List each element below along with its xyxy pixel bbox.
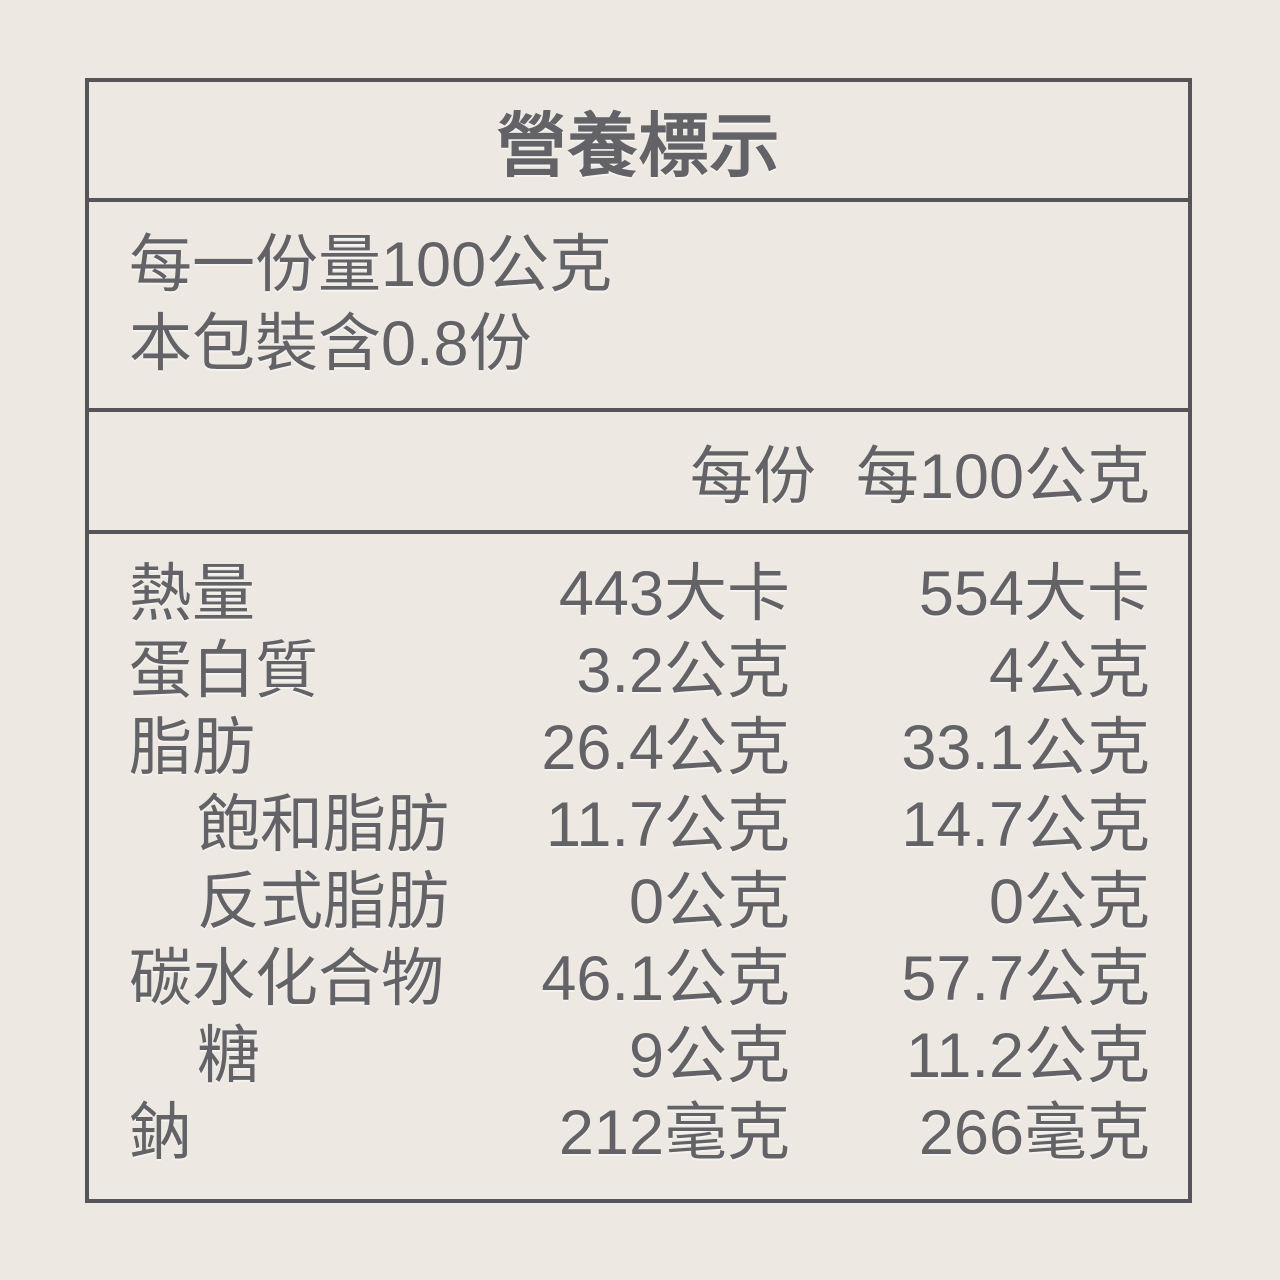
column-header-row: 每份 每100公克 — [89, 408, 1188, 530]
nutrient-value-per-100g: 33.1公克 — [901, 713, 1150, 783]
table-row-protein: 蛋白質 3.2公克 4公克 — [129, 633, 1150, 710]
table-row-trans-fat: 反式脂肪 0公克 0公克 — [129, 864, 1150, 941]
nutrient-value-per-100g: 4公克 — [988, 636, 1150, 706]
nutrient-value-per-100g: 14.7公克 — [901, 790, 1150, 860]
column-header-per-100g: 每100公克 — [855, 441, 1150, 512]
nutrient-name: 碳水化合物 — [129, 944, 444, 1014]
nutrition-label-title: 營養標示 — [496, 106, 781, 185]
table-row-carbohydrate: 碳水化合物 46.1公克 57.7公克 — [129, 941, 1150, 1018]
nutrient-table-body: 熱量 443大卡 554大卡 蛋白質 3.2公克 4公克 脂肪 26.4公克 3… — [89, 530, 1188, 1199]
serving-info-section: 每一份量100公克 本包裝含0.8份 — [89, 198, 1188, 408]
column-header-per-serving: 每份 — [689, 441, 816, 512]
table-row-fat: 脂肪 26.4公克 33.1公克 — [129, 710, 1150, 787]
serving-size-line: 每一份量100公克 — [129, 230, 613, 300]
nutrient-value-per-100g: 266毫克 — [918, 1098, 1150, 1168]
nutrient-value-per-serving: 11.7公克 — [546, 790, 790, 860]
nutrient-value-per-serving: 0公克 — [628, 867, 790, 937]
nutrient-value-per-serving: 26.4公克 — [541, 713, 790, 783]
nutrient-value-per-serving: 212毫克 — [558, 1098, 790, 1168]
nutrient-value-per-100g: 57.7公克 — [901, 944, 1150, 1014]
servings-per-package-line: 本包裝含0.8份 — [129, 309, 532, 379]
nutrient-value-per-serving: 46.1公克 — [541, 944, 790, 1014]
nutrient-name: 鈉 — [129, 1098, 192, 1168]
nutrient-value-per-serving: 3.2公克 — [576, 636, 790, 706]
nutrition-label-panel: 營養標示 每一份量100公克 本包裝含0.8份 每份 每100公克 熱量 443… — [85, 78, 1192, 1203]
nutrient-value-per-100g: 0公克 — [988, 867, 1150, 937]
nutrient-value-per-serving: 443大卡 — [558, 559, 790, 629]
nutrient-name: 糖 — [197, 1021, 260, 1091]
nutrient-value-per-100g: 11.2公克 — [906, 1021, 1150, 1091]
nutrient-name: 反式脂肪 — [197, 867, 449, 937]
nutrient-name: 脂肪 — [129, 713, 255, 783]
table-row-saturated-fat: 飽和脂肪 11.7公克 14.7公克 — [129, 787, 1150, 864]
table-row-sugar: 糖 9公克 11.2公克 — [129, 1018, 1150, 1095]
table-row-calories: 熱量 443大卡 554大卡 — [129, 556, 1150, 633]
table-row-sodium: 鈉 212毫克 266毫克 — [129, 1095, 1150, 1172]
nutrient-name: 飽和脂肪 — [197, 790, 449, 860]
nutrient-name: 蛋白質 — [129, 636, 318, 706]
nutrient-value-per-100g: 554大卡 — [918, 559, 1150, 629]
nutrient-name: 熱量 — [129, 559, 255, 629]
nutrient-value-per-serving: 9公克 — [628, 1021, 790, 1091]
